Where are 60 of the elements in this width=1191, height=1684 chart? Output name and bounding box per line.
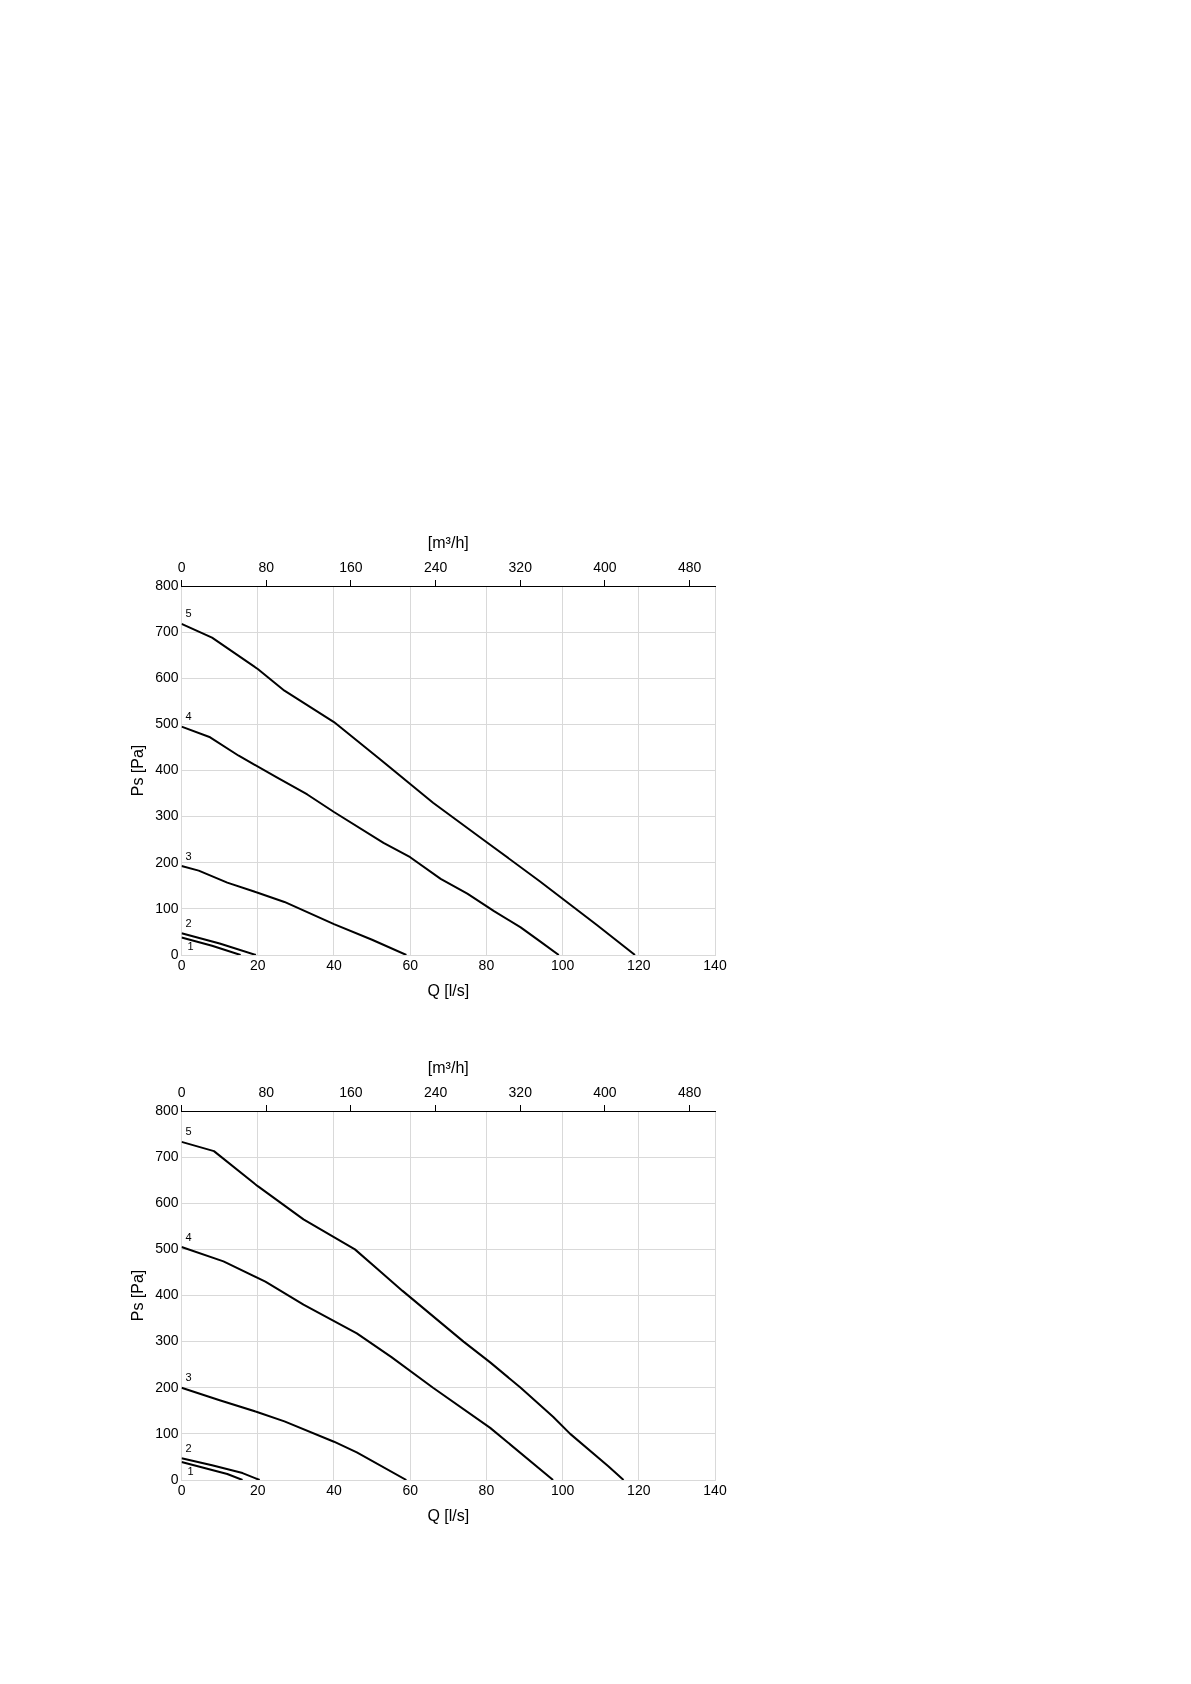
series-label: 5 — [185, 607, 192, 620]
y-tick-label: 600 — [155, 669, 179, 686]
series-label: 2 — [185, 916, 192, 929]
y-tick-label: 100 — [155, 899, 179, 916]
x2-axis-title: [m³/h] — [427, 1059, 469, 1077]
x-axis-title: Q [l/s] — [427, 981, 470, 999]
x-tick-label: 100 — [550, 957, 575, 974]
x2-tick-label: 400 — [593, 1084, 617, 1101]
x-tick-label: 60 — [402, 957, 419, 974]
x-tick-label: 20 — [249, 1482, 266, 1499]
x-tick-label: 140 — [703, 957, 727, 974]
x2-tick-label: 480 — [677, 559, 702, 576]
x2-tick-label: 480 — [677, 1084, 702, 1101]
x2-tick-label: 240 — [423, 1084, 448, 1101]
series-label: 3 — [185, 1371, 192, 1384]
x-tick-label: 40 — [326, 1482, 342, 1499]
y-tick-label: 300 — [155, 1332, 179, 1349]
x2-tick-label: 80 — [258, 1084, 275, 1101]
x2-tick-label: 160 — [339, 1084, 363, 1101]
x-tick-label: 60 — [402, 1482, 419, 1499]
y-tick-label: 700 — [155, 1147, 179, 1164]
y-tick-label: 300 — [155, 807, 179, 824]
y-axis-title: Ps [Pa] — [129, 744, 147, 797]
series-label: 2 — [185, 1441, 192, 1454]
y-tick-label: 500 — [155, 715, 179, 732]
x-tick-label: 140 — [703, 1482, 727, 1499]
x2-tick-label: 80 — [258, 559, 275, 576]
x2-tick-label: 320 — [508, 559, 533, 576]
x-tick-label: 100 — [550, 1482, 575, 1499]
x-tick-label: 80 — [478, 1482, 495, 1499]
y-tick-label: 400 — [155, 1286, 179, 1303]
y-tick-label: 800 — [155, 576, 179, 593]
x2-tick-label: 320 — [508, 1084, 533, 1101]
x2-axis-title: [m³/h] — [427, 534, 469, 552]
x-tick-label: 80 — [478, 957, 495, 974]
y-tick-label: 100 — [155, 1424, 179, 1441]
series-label: 5 — [185, 1125, 192, 1138]
x-tick-label: 40 — [326, 957, 342, 974]
x2-tick-label: 400 — [593, 559, 617, 576]
series-label: 1 — [187, 940, 194, 952]
series-label: 4 — [185, 1230, 192, 1243]
y-tick-label: 400 — [155, 761, 179, 778]
y-tick-label: 0 — [170, 945, 179, 962]
y-tick-label: 700 — [155, 622, 179, 639]
x-axis-title: Q [l/s] — [427, 1506, 470, 1524]
series-label: 4 — [185, 710, 192, 723]
x2-tick-label: 160 — [339, 559, 363, 576]
y-tick-label: 500 — [155, 1240, 179, 1257]
y-axis-title: Ps [Pa] — [129, 1269, 147, 1322]
y-tick-label: 0 — [170, 1470, 179, 1487]
y-tick-label: 600 — [155, 1194, 179, 1211]
series-label: 3 — [185, 849, 192, 862]
x-tick-label: 120 — [627, 957, 651, 974]
y-tick-label: 800 — [155, 1101, 179, 1118]
x2-tick-label: 240 — [423, 559, 448, 576]
y-tick-label: 200 — [155, 853, 179, 870]
series-label: 1 — [187, 1464, 194, 1477]
x-tick-label: 20 — [249, 957, 266, 974]
y-tick-label: 200 — [155, 1378, 179, 1395]
x-tick-label: 120 — [627, 1482, 651, 1499]
